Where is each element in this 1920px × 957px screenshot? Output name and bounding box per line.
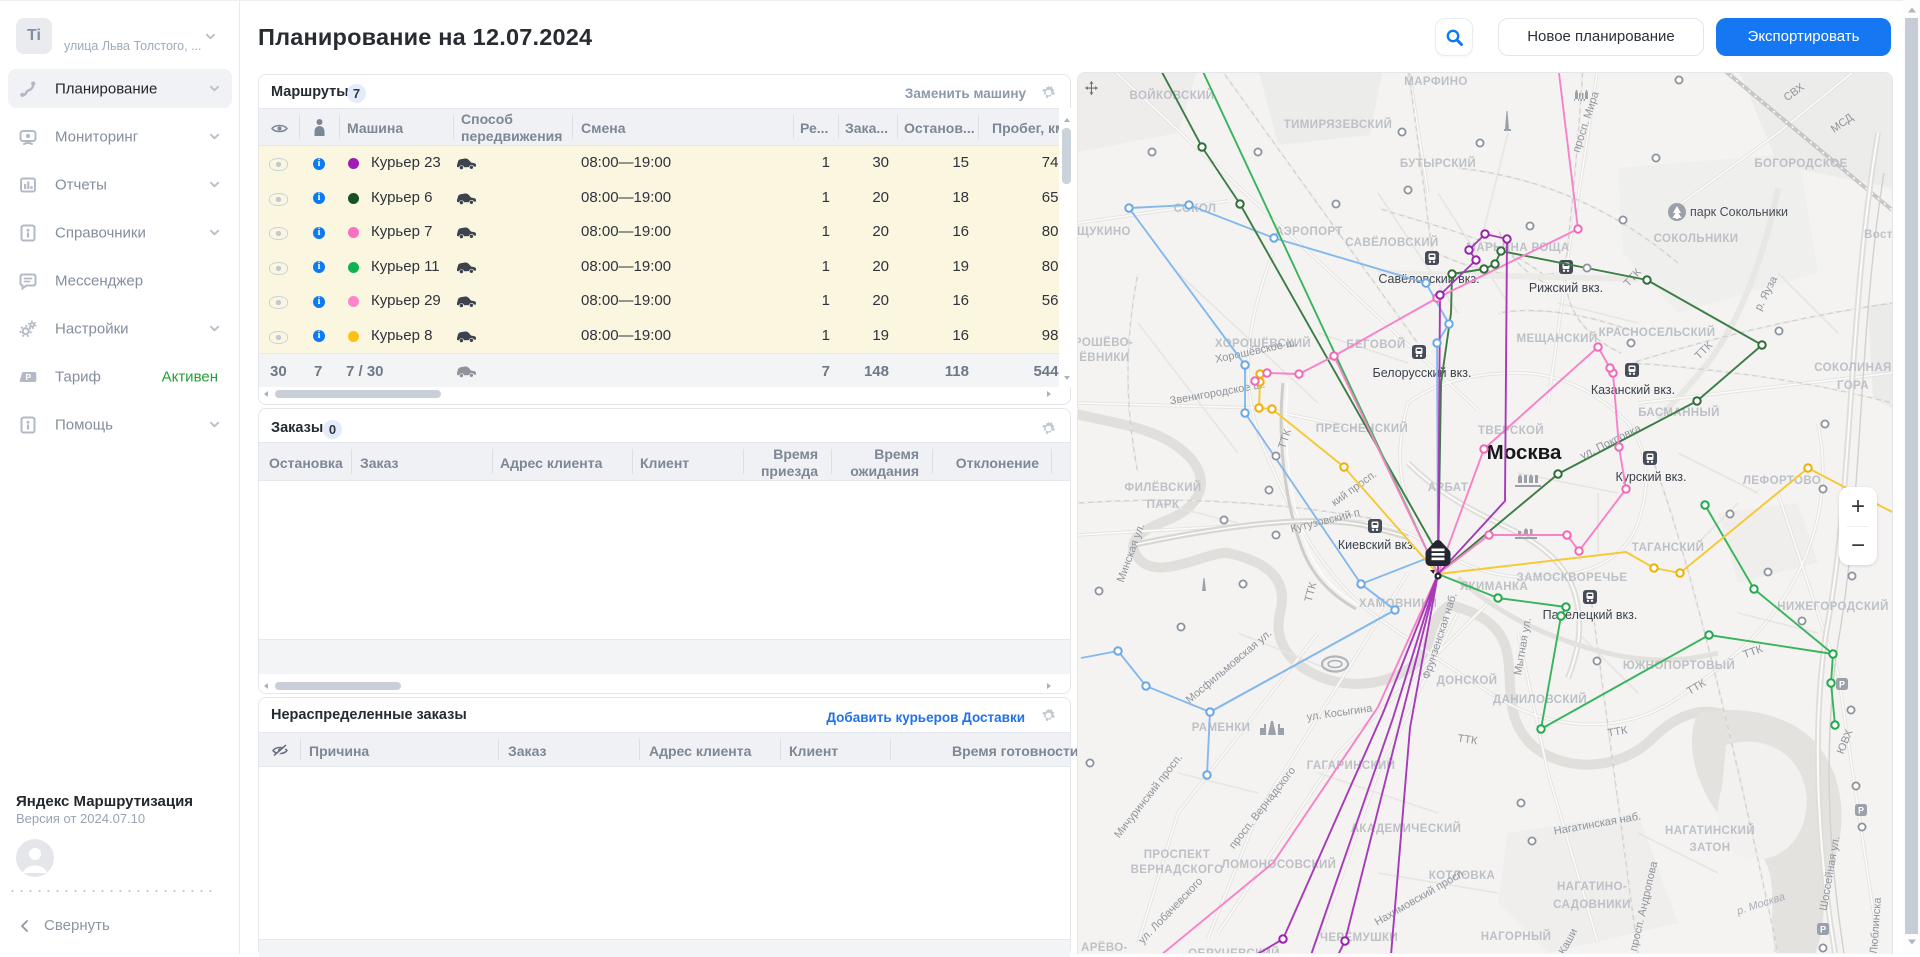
svg-text:ПАРК: ПАРК [1147, 499, 1180, 511]
svg-text:КРАСНОСЕЛЬСКИЙ: КРАСНОСЕЛЬСКИЙ [1599, 326, 1716, 339]
svg-text:НИЖЕГОРОДСКИЙ: НИЖЕГОРОДСКИЙ [1777, 600, 1889, 613]
svg-text:НАГАТИНО-: НАГАТИНО- [1557, 881, 1627, 893]
svg-text:ГОРА: ГОРА [1837, 380, 1869, 392]
svg-text:Киевский вкз.: Киевский вкз. [1338, 538, 1416, 552]
svg-text:ЗАТОН: ЗАТОН [1690, 842, 1731, 854]
svg-text:ЧЕРЁМУШКИ: ЧЕРЁМУШКИ [1320, 931, 1398, 944]
svg-text:ПРЕСНЕНСКИЙ: ПРЕСНЕНСКИЙ [1316, 422, 1408, 435]
svg-text:парк Сокольники: парк Сокольники [1690, 205, 1788, 219]
svg-text:Москва: Москва [1487, 441, 1562, 464]
svg-text:Рижский вкз.: Рижский вкз. [1529, 281, 1603, 295]
svg-text:ЮЖНОПОРТОВЫЙ: ЮЖНОПОРТОВЫЙ [1623, 659, 1735, 672]
svg-text:ХОРОШЁВСКИЙ: ХОРОШЁВСКИЙ [1215, 337, 1311, 350]
svg-text:АРЁВО-: АРЁВО- [1081, 941, 1128, 953]
svg-text:ТТК: ТТК [1607, 724, 1629, 739]
svg-text:Люблинска: Люблинска [1868, 896, 1884, 953]
svg-text:КОТЛОВКА: КОТЛОВКА [1429, 870, 1496, 882]
svg-text:АЭРОПОРТ: АЭРОПОРТ [1275, 226, 1343, 238]
svg-text:АРБАТ: АРБАТ [1428, 482, 1469, 494]
svg-text:РАМЕНКИ: РАМЕНКИ [1192, 722, 1251, 734]
svg-text:Белорусский вкз.: Белорусский вкз. [1373, 366, 1472, 380]
svg-text:Восто: Восто [1864, 229, 1892, 241]
svg-text:СОКОЛИНАЯ: СОКОЛИНАЯ [1814, 362, 1891, 374]
svg-text:ТТК: ТТК [1457, 733, 1479, 748]
svg-text:БОГОРОДСКОЕ: БОГОРОДСКОЕ [1754, 158, 1847, 170]
svg-text:БАСМАННЫЙ: БАСМАННЫЙ [1638, 406, 1720, 419]
svg-text:НАГАТИНСКИЙ: НАГАТИНСКИЙ [1665, 824, 1755, 837]
svg-text:ЗАМОСКВОРЕЧЬЕ: ЗАМОСКВОРЕЧЬЕ [1517, 572, 1628, 584]
svg-text:P: P [1839, 680, 1845, 690]
svg-text:МАРФИНО: МАРФИНО [1404, 76, 1468, 88]
svg-text:НАГОРНЫЙ: НАГОРНЫЙ [1481, 930, 1552, 943]
svg-text:ОБРУЧЕВСКИЙ: ОБРУЧЕВСКИЙ [1188, 947, 1280, 953]
svg-text:ТИМИРЯЗЕВСКИЙ: ТИМИРЯЗЕВСКИЙ [1284, 118, 1393, 131]
svg-text:МЕЩАНСКИЙ: МЕЩАНСКИЙ [1516, 332, 1597, 345]
svg-text:P: P [1858, 806, 1864, 816]
svg-text:ЛЕФОРТОВО: ЛЕФОРТОВО [1743, 475, 1821, 487]
svg-text:БУТЫРСКИЙ: БУТЫРСКИЙ [1400, 157, 1476, 170]
svg-text:ТВЕРСКОЙ: ТВЕРСКОЙ [1478, 424, 1544, 437]
svg-text:МАРЬИНА РОЩА: МАРЬИНА РОЩА [1466, 242, 1569, 254]
svg-text:ДОНСКОЙ: ДОНСКОЙ [1437, 674, 1498, 687]
svg-text:АКАДЕМИЧЕСКИЙ: АКАДЕМИЧЕСКИЙ [1351, 822, 1462, 835]
svg-text:СОКОЛЬНИКИ: СОКОЛЬНИКИ [1654, 233, 1739, 245]
svg-text:ПРОСПЕКТ: ПРОСПЕКТ [1144, 849, 1211, 861]
svg-text:ВОЙКОВСКИЙ: ВОЙКОВСКИЙ [1130, 89, 1215, 102]
svg-text:САВЁЛОВСКИЙ: САВЁЛОВСКИЙ [1345, 236, 1438, 249]
svg-text:ХОРОШЁВО-: ХОРОШЁВО- [1078, 336, 1133, 349]
svg-text:ВЕРНАДСКОГО: ВЕРНАДСКОГО [1131, 864, 1224, 876]
svg-text:ХАМОВНИКИ: ХАМОВНИКИ [1359, 598, 1437, 610]
svg-text:P: P [25, 372, 31, 382]
svg-text:МНЁВНИКИ: МНЁВНИКИ [1078, 351, 1129, 364]
svg-text:ТТК: ТТК [1303, 581, 1320, 604]
svg-text:ЛОМОНОСОВСКИЙ: ЛОМОНОСОВСКИЙ [1222, 858, 1337, 871]
svg-text:ФИЛЁВСКИЙ: ФИЛЁВСКИЙ [1124, 481, 1201, 494]
svg-text:ТАГАНСКИЙ: ТАГАНСКИЙ [1632, 541, 1704, 554]
svg-text:ДАНИЛОВСКИЙ: ДАНИЛОВСКИЙ [1493, 693, 1587, 706]
svg-text:Казанский вкз.: Казанский вкз. [1591, 383, 1675, 397]
svg-text:САДОВНИКИ: САДОВНИКИ [1553, 899, 1631, 911]
svg-text:ГАГАРИНСКИЙ: ГАГАРИНСКИЙ [1307, 759, 1396, 772]
svg-text:Курский вкз.: Курский вкз. [1616, 470, 1687, 484]
svg-text:ЩУКИНО: ЩУКИНО [1078, 226, 1131, 238]
svg-text:P: P [1820, 925, 1826, 935]
